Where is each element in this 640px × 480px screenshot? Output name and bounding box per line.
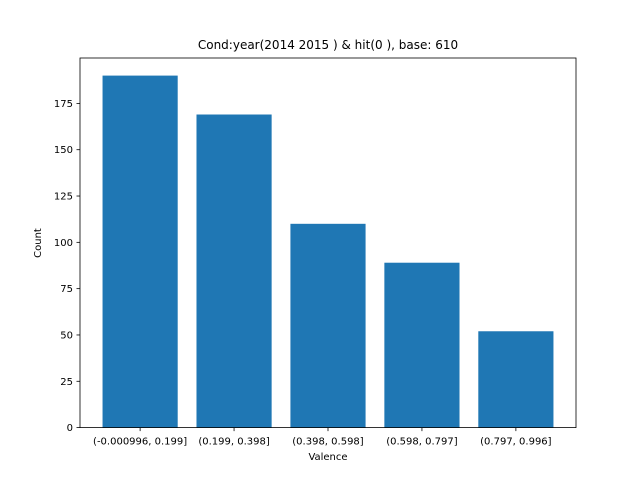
y-tick-label-5: 125	[54, 192, 73, 203]
x-tick-label-2: (0.398, 0.598]	[292, 437, 364, 448]
chart-title: Cond:year(2014 2015 ) & hit(0 ), base: 6…	[198, 38, 458, 52]
bar-0	[102, 75, 178, 428]
y-axis: 0 25 50 75 100 125 150 175	[54, 99, 80, 434]
y-tick-label-4: 100	[54, 238, 73, 249]
y-tick-label-1: 25	[60, 377, 73, 388]
y-tick-label-0: 0	[67, 423, 73, 434]
bar-4	[478, 331, 554, 428]
bar-3	[384, 262, 460, 428]
x-tick-label-3: (0.598, 0.797]	[386, 437, 458, 448]
x-tick-label-0: (-0.000996, 0.199]	[93, 437, 187, 448]
x-tick-label-4: (0.797, 0.996]	[480, 437, 552, 448]
x-tick-label-1: (0.199, 0.398]	[198, 437, 270, 448]
x-axis: (-0.000996, 0.199] (0.199, 0.398] (0.398, …	[93, 427, 552, 448]
bar-1	[196, 114, 272, 428]
bars	[102, 75, 554, 428]
y-tick-label-2: 50	[60, 330, 73, 341]
y-axis-label: Count	[33, 228, 44, 258]
bar-2	[290, 223, 366, 428]
y-tick-label-3: 75	[60, 284, 73, 295]
x-axis-label: Valence	[308, 452, 347, 463]
y-tick-label-6: 150	[54, 145, 73, 156]
y-tick-label-7: 175	[54, 99, 73, 110]
